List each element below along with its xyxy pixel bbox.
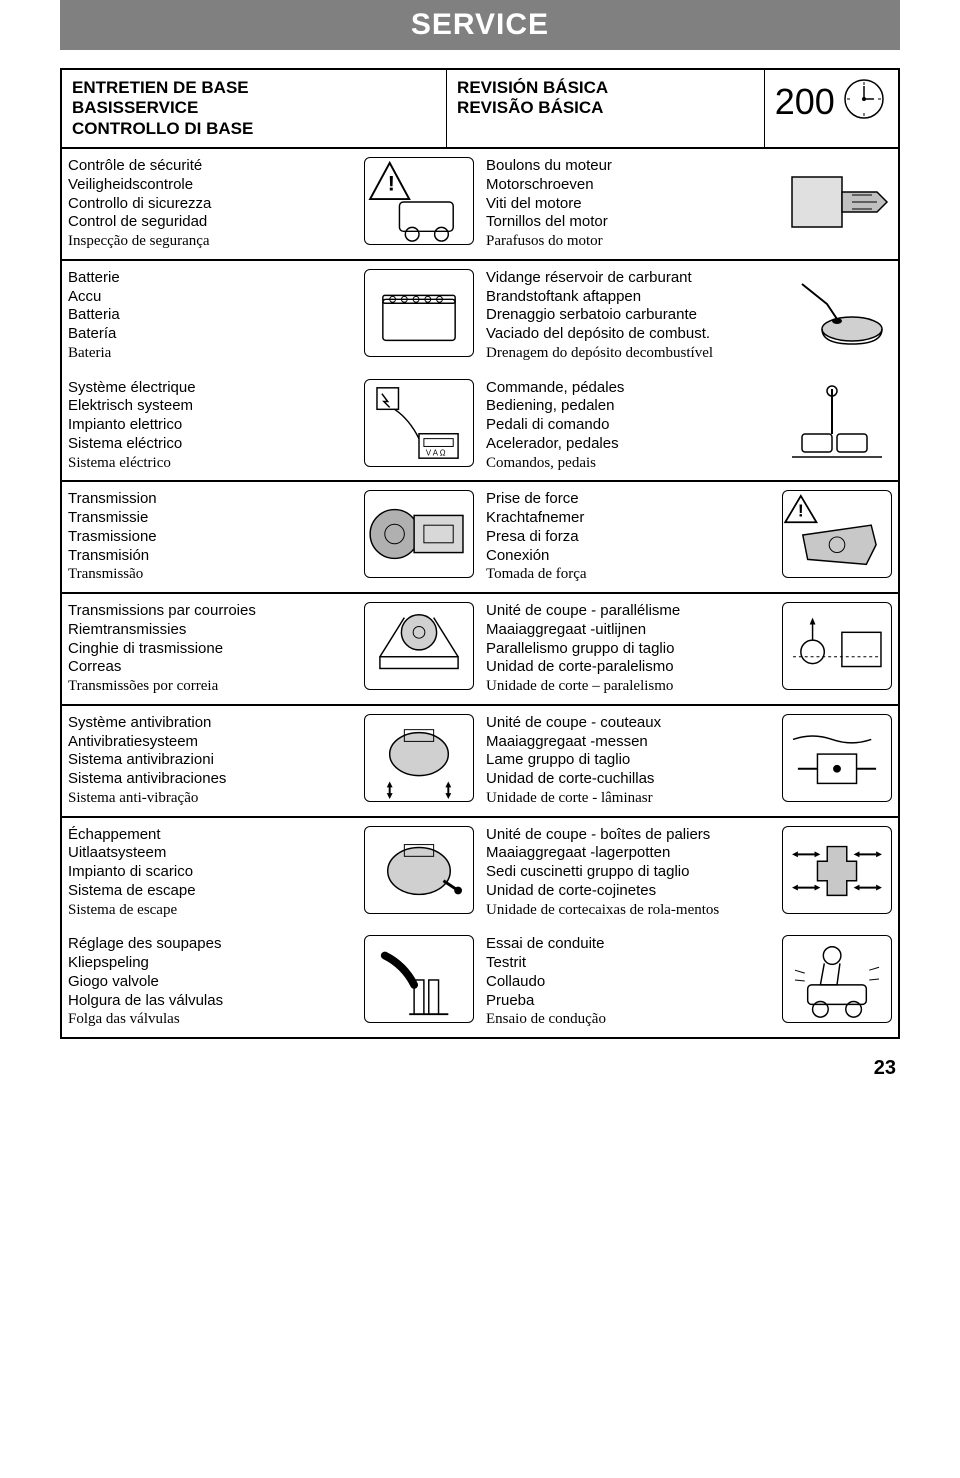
section-2-left: Batterie Accu Batteria Batería Bateria S… (62, 261, 480, 481)
header-title: SERVICE (411, 8, 549, 41)
item-bearings: Unité de coupe - boîtes de paliers Maaia… (480, 818, 898, 928)
transmission-icon (364, 490, 474, 578)
top-left-line-3: CONTROLLO DI BASE (72, 119, 253, 138)
svg-text:V A Ω: V A Ω (426, 448, 446, 457)
item-exhaust: Échappement Uitlaatsysteem Impianto di s… (62, 818, 480, 928)
fuel-drain-icon (782, 269, 892, 357)
header-banner: SERVICE (60, 0, 900, 50)
section-5-right: Unité de coupe - couteaux Maaiaggregaat … (480, 706, 898, 816)
top-mid-line-1: REVISIÓN BÁSICA (457, 78, 608, 97)
page: SERVICE ENTRETIEN DE BASE BASISSERVICE C… (0, 0, 960, 1120)
section-3-left: Transmission Transmissie Trasmissione Tr… (62, 482, 480, 592)
page-number: 23 (60, 1057, 900, 1080)
item-safety-text: Contrôle de sécurité Veiligheidscontrole… (68, 157, 364, 251)
section-2-right: Vidange réservoir de carburant Brandstof… (480, 261, 898, 481)
test-drive-icon (782, 935, 892, 1023)
valves-icon (364, 935, 474, 1023)
section-4: Transmissions par courroies Riemtransmis… (62, 594, 898, 706)
section-3-right: Prise de force Krachtafnemer Presa di fo… (480, 482, 898, 592)
section-5-left: Système antivibration Antivibratiesystee… (62, 706, 480, 816)
item-electrical: Système électrique Elektrisch systeem Im… (62, 371, 480, 481)
item-valves: Réglage des soupapes Kliepspeling Giogo … (62, 927, 480, 1037)
section-6: Échappement Uitlaatsysteem Impianto di s… (62, 818, 898, 1038)
item-blades: Unité de coupe - couteaux Maaiaggregaat … (480, 706, 898, 816)
pto-icon: ! (782, 490, 892, 578)
top-mid-line-2: REVISÃO BÁSICA (457, 98, 603, 117)
item-antivibration: Système antivibration Antivibratiesystee… (62, 706, 480, 816)
section-5: Système antivibration Antivibratiesystee… (62, 706, 898, 818)
top-left-cell: ENTRETIEN DE BASE BASISSERVICE CONTROLLO… (62, 70, 447, 148)
item-safety: Contrôle de sécurité Veiligheidscontrole… (62, 149, 480, 259)
content-frame: ENTRETIEN DE BASE BASISSERVICE CONTROLLO… (60, 68, 900, 1039)
section-1-right: Boulons du moteur Motorschroeven Viti de… (480, 149, 898, 259)
clock-icon (843, 78, 885, 125)
belt-icon (364, 602, 474, 690)
item-parallelism: Unité de coupe - parallélisme Maaiaggreg… (480, 594, 898, 704)
item-bolts-text: Boulons du moteur Motorschroeven Viti de… (486, 157, 782, 251)
battery-icon (364, 269, 474, 357)
item-belts: Transmissions par courroies Riemtransmis… (62, 594, 480, 704)
section-1: Contrôle de sécurité Veiligheidscontrole… (62, 149, 898, 261)
section-6-left: Échappement Uitlaatsysteem Impianto di s… (62, 818, 480, 1038)
top-header-table: ENTRETIEN DE BASE BASISSERVICE CONTROLLO… (62, 70, 898, 149)
engine-bolt-icon (782, 157, 892, 245)
section-2: Batterie Accu Batteria Batería Bateria S… (62, 261, 898, 483)
service-interval-number: 200 (775, 81, 835, 123)
svg-text:!: ! (388, 171, 395, 195)
section-1-left: Contrôle de sécurité Veiligheidscontrole… (62, 149, 480, 259)
item-testdrive: Essai de conduite Testrit Collaudo Prueb… (480, 927, 898, 1037)
blades-icon (782, 714, 892, 802)
section-6-right: Unité de coupe - boîtes de paliers Maaia… (480, 818, 898, 1038)
section-4-left: Transmissions par courroies Riemtransmis… (62, 594, 480, 704)
item-battery: Batterie Accu Batteria Batería Bateria (62, 261, 480, 371)
electrical-icon: V A Ω (364, 379, 474, 467)
item-transmission: Transmission Transmissie Trasmissione Tr… (62, 482, 480, 592)
item-fuel-drain: Vidange réservoir de carburant Brandstof… (480, 261, 898, 371)
section-3: Transmission Transmissie Trasmissione Tr… (62, 482, 898, 594)
safety-warning-icon: ! (364, 157, 474, 245)
item-pedals: Commande, pédales Bediening, pedalen Ped… (480, 371, 898, 481)
top-left-line-2: BASISSERVICE (72, 98, 198, 117)
item-bolts: Boulons du moteur Motorschroeven Viti de… (480, 149, 898, 259)
section-4-right: Unité de coupe - parallélisme Maaiaggreg… (480, 594, 898, 704)
bearings-icon (782, 826, 892, 914)
top-mid-cell: REVISIÓN BÁSICA REVISÃO BÁSICA (447, 70, 765, 148)
svg-text:!: ! (798, 501, 804, 521)
antivibration-icon (364, 714, 474, 802)
item-pto: Prise de force Krachtafnemer Presa di fo… (480, 482, 898, 592)
parallelism-icon (782, 602, 892, 690)
top-left-line-1: ENTRETIEN DE BASE (72, 78, 249, 97)
top-right-cell: 200 (764, 70, 898, 148)
pedals-icon (782, 379, 892, 467)
exhaust-icon (364, 826, 474, 914)
